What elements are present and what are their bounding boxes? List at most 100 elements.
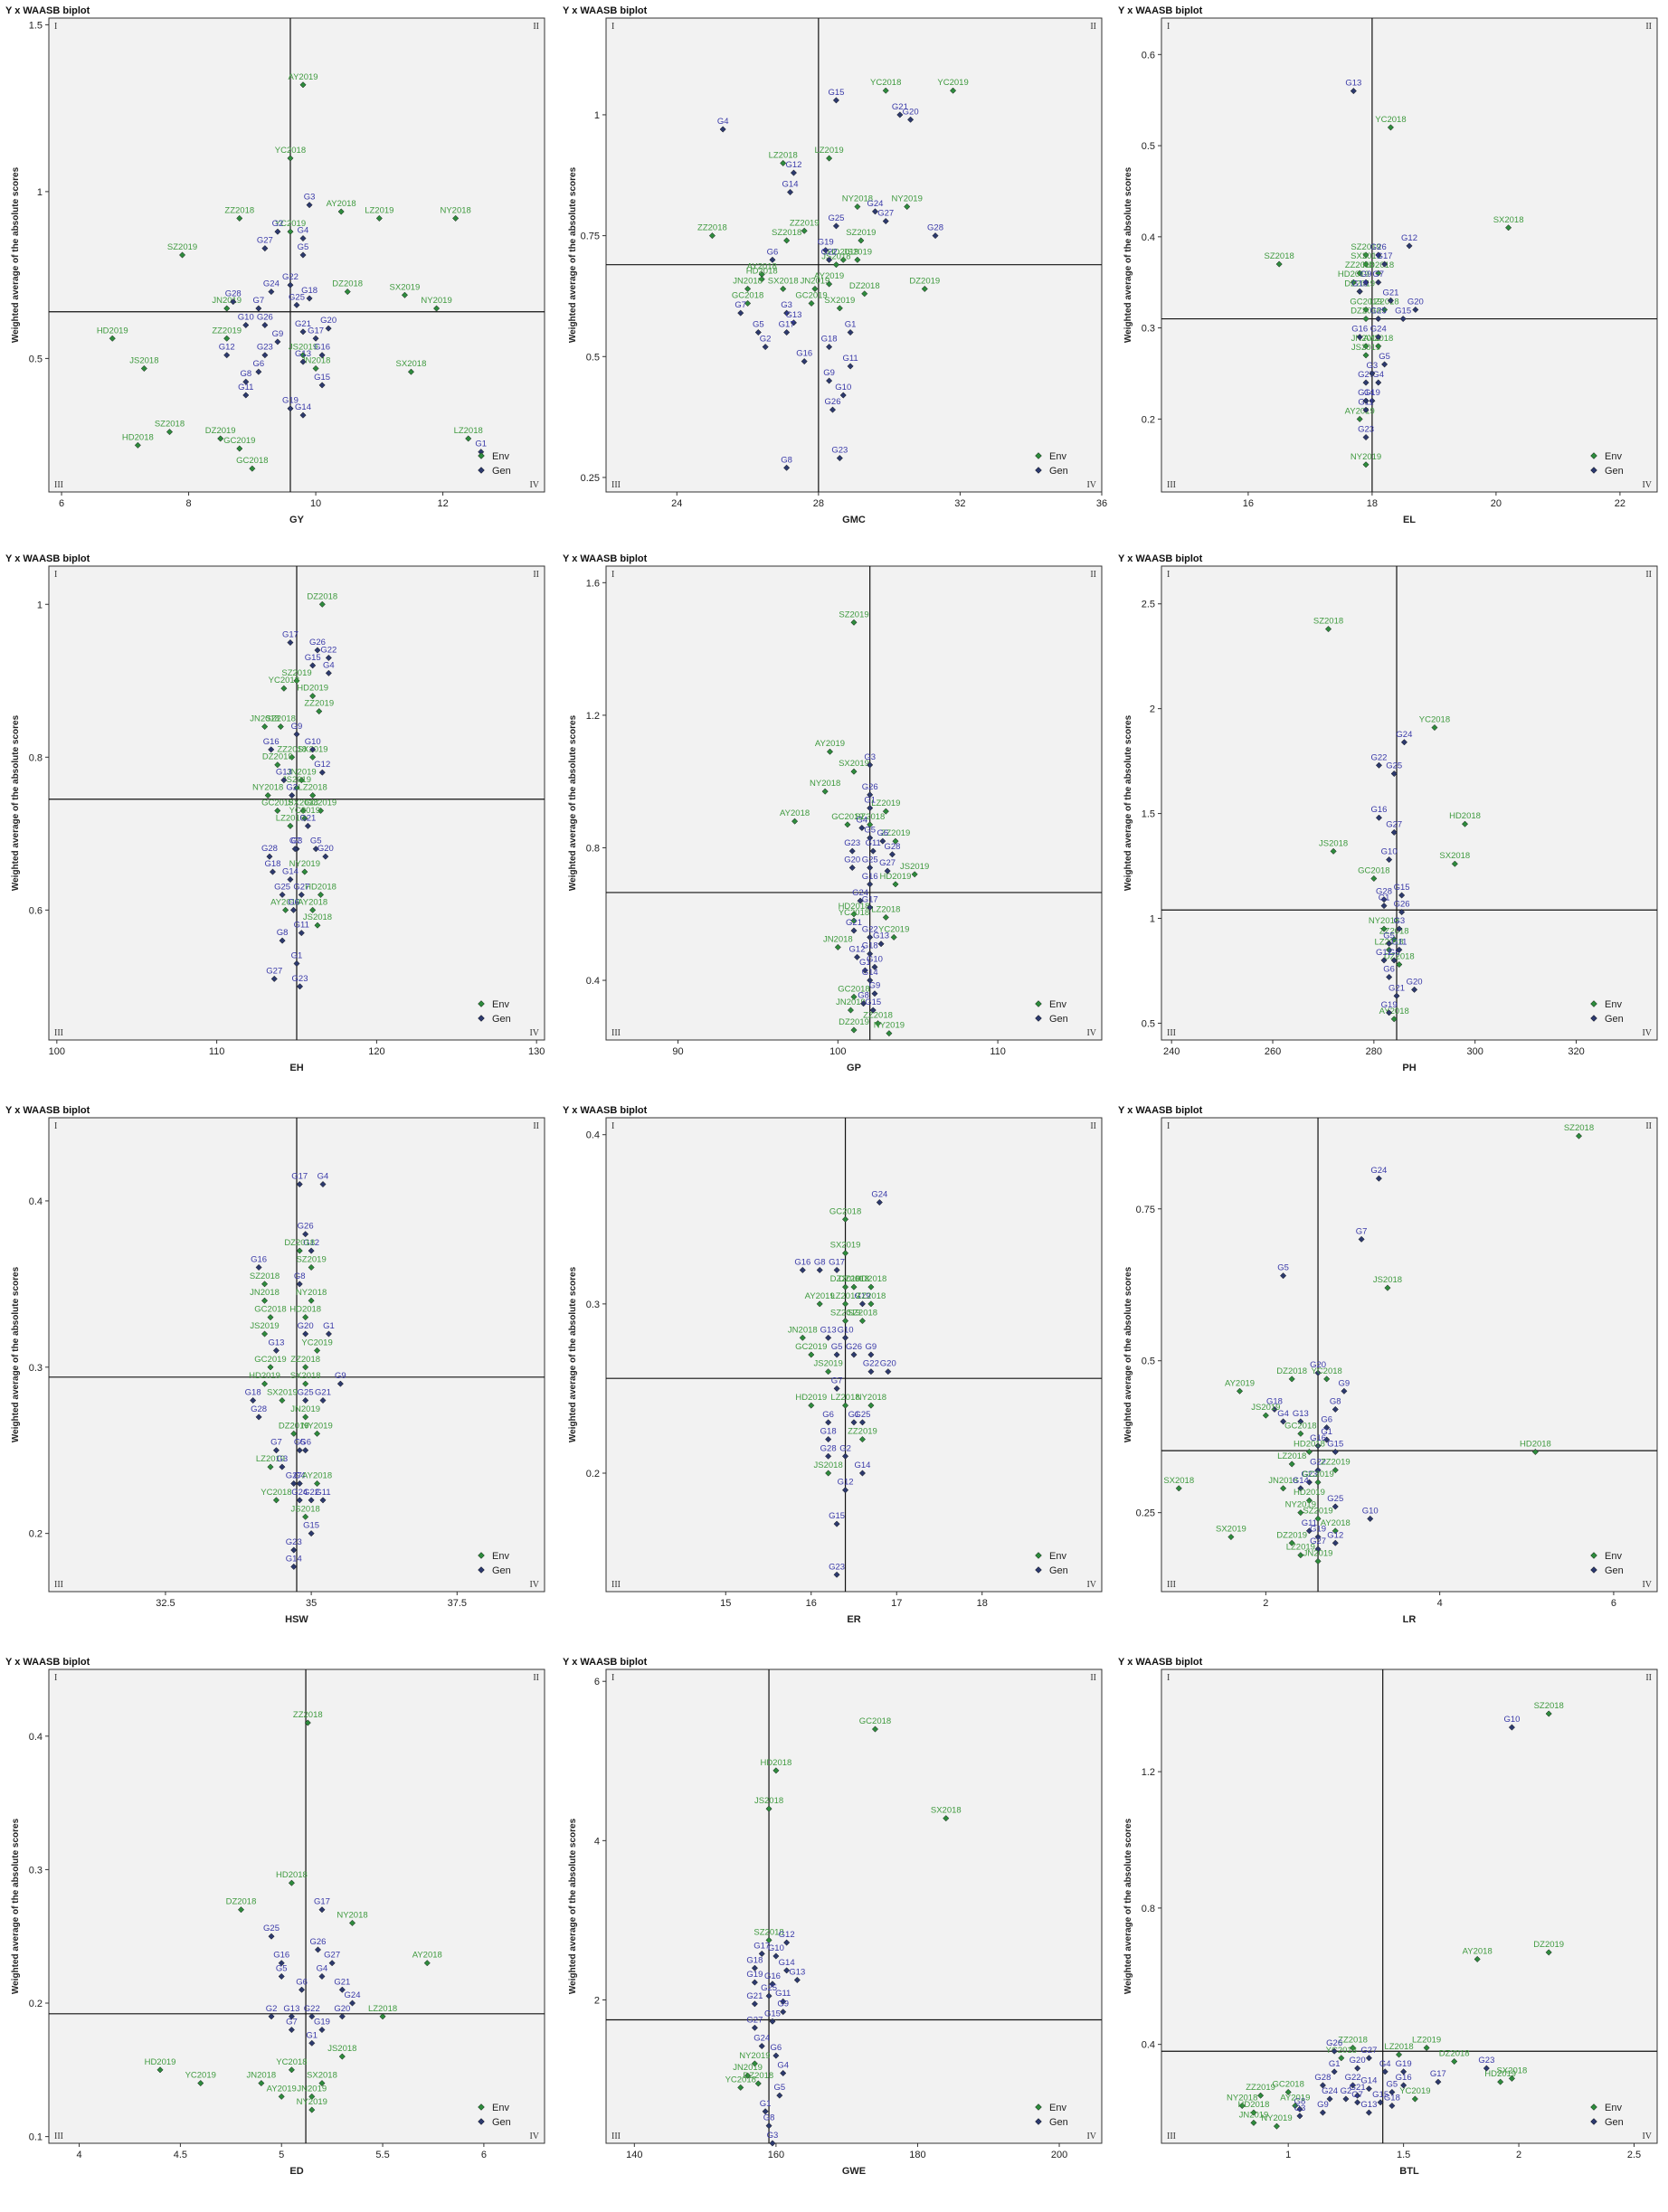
env-point-label: JS2018 xyxy=(821,252,850,262)
env-point-label: DZ2019 xyxy=(839,1017,869,1027)
quadrant-label: II xyxy=(1645,22,1652,32)
gen-point xyxy=(1398,909,1406,916)
env-point-label: GC2018 xyxy=(254,1305,286,1315)
quadrant-label: III xyxy=(1167,1028,1176,1038)
gen-point xyxy=(255,305,262,312)
gen-point-label: G26 xyxy=(309,638,326,648)
env-point-label: GC2018 xyxy=(732,290,763,300)
gen-point xyxy=(299,234,307,242)
gen-point-label: G9 xyxy=(1317,2100,1329,2110)
env-point xyxy=(1338,2055,1345,2062)
gen-point-label: G25 xyxy=(274,882,290,892)
gen-point xyxy=(816,1266,823,1273)
gen-point xyxy=(296,1180,303,1188)
gen-point-label: G12 xyxy=(219,343,235,353)
gen-point xyxy=(318,769,326,776)
gen-point xyxy=(1362,379,1369,386)
x-tick-label: 4.5 xyxy=(174,2150,187,2160)
env-point-label: SX2019 xyxy=(1216,1525,1246,1535)
env-point-label: HD2019 xyxy=(145,2057,176,2067)
gen-point xyxy=(270,975,278,982)
env-point xyxy=(236,214,243,222)
x-axis-label: GWE xyxy=(842,2166,866,2177)
gen-point-label: G5 xyxy=(298,242,309,252)
gen-point xyxy=(871,208,879,215)
gen-point-label: G22 xyxy=(863,1359,879,1369)
gen-point xyxy=(1400,2082,1407,2089)
env-point xyxy=(140,364,147,373)
legend-label-env: Env xyxy=(1049,451,1066,462)
gen-point xyxy=(790,169,798,176)
gen-point xyxy=(877,941,885,948)
env-point-label: AY2019 xyxy=(288,72,317,82)
env-point xyxy=(1257,2092,1265,2099)
env-point xyxy=(316,708,323,715)
gen-point-label: G14 xyxy=(286,1554,302,1564)
gen-point-label: G8 xyxy=(1330,1396,1341,1406)
gen-point-label: G13 xyxy=(276,768,292,778)
gen-point-label: G5 xyxy=(753,320,764,330)
env-point-label: DZ2019 xyxy=(1533,1940,1564,1950)
x-axis-label: PH xyxy=(1402,1063,1416,1073)
env-point-label: HD2018 xyxy=(1362,260,1394,270)
env-point-label: AY2018 xyxy=(1379,1007,1409,1016)
env-point-label: YC2018 xyxy=(839,908,869,918)
env-point-label: AY2019 xyxy=(814,271,844,281)
env-point-label: YC2018 xyxy=(261,1488,291,1498)
gen-point xyxy=(328,1960,336,1967)
gen-point xyxy=(266,853,273,860)
env-point xyxy=(261,1297,269,1304)
gen-point-label: G24 xyxy=(1370,1166,1387,1176)
gen-point xyxy=(780,2009,787,2016)
quadrant-label: III xyxy=(1167,1580,1176,1590)
x-axis-label: LR xyxy=(1403,1614,1417,1625)
x-axis-label: ED xyxy=(289,2166,303,2177)
env-point-label: AY2019 xyxy=(805,1291,835,1301)
gen-point-label: G12 xyxy=(314,760,330,770)
gen-point-label: G22 xyxy=(303,1488,319,1498)
env-point-label: NY2019 xyxy=(421,296,451,306)
gen-point xyxy=(1483,2065,1490,2072)
gen-point xyxy=(790,319,798,326)
env-point-label: DZ2018 xyxy=(1276,1366,1307,1376)
env-point xyxy=(267,1364,274,1371)
env-point xyxy=(299,807,307,815)
gen-point xyxy=(289,791,296,799)
env-point xyxy=(1275,260,1283,268)
gen-point-label: G9 xyxy=(1339,1378,1351,1388)
env-point xyxy=(274,807,281,815)
x-tick-label: 6 xyxy=(1611,1598,1616,1609)
env-point xyxy=(1288,1375,1295,1383)
env-point-label: AY2019 xyxy=(267,2084,297,2094)
env-point xyxy=(379,2013,386,2020)
gen-point xyxy=(783,1967,791,1974)
gen-point-label: G20 xyxy=(1310,1360,1326,1370)
gen-point xyxy=(1314,1369,1322,1376)
gen-point-label: G7 xyxy=(253,296,265,306)
quadrant-label: III xyxy=(54,2132,63,2141)
env-point-label: YC2018 xyxy=(269,676,299,685)
env-point xyxy=(1349,2044,1357,2051)
gen-point-label: G1 xyxy=(1329,2059,1341,2069)
gen-point-label: G24 xyxy=(1396,730,1412,740)
env-point xyxy=(1381,306,1388,314)
env-point-label: SZ2019 xyxy=(839,610,868,619)
gen-point xyxy=(825,1334,832,1341)
gen-point-label: G21 xyxy=(334,1977,350,1987)
gen-point xyxy=(754,328,762,336)
gen-point-label: G5 xyxy=(1383,931,1395,941)
quadrant-label: III xyxy=(1167,2132,1176,2141)
gen-point xyxy=(280,777,288,784)
legend-label-gen: Gen xyxy=(1049,2117,1068,2128)
env-point xyxy=(911,871,918,878)
env-point-label: YC2018 xyxy=(1311,1366,1341,1376)
env-point-label: SZ2018 xyxy=(1313,617,1343,627)
quadrant-label: IV xyxy=(1086,1028,1096,1038)
gen-point-label: G22 xyxy=(304,2004,320,2014)
gen-point-label: G24 xyxy=(867,199,884,209)
quadrant-label: III xyxy=(54,1580,63,1590)
gen-point-label: G14 xyxy=(782,179,799,189)
gen-point-label: G21 xyxy=(299,813,316,823)
x-tick-label: 90 xyxy=(672,1046,683,1057)
env-point-label: JS2019 xyxy=(1251,1403,1280,1413)
